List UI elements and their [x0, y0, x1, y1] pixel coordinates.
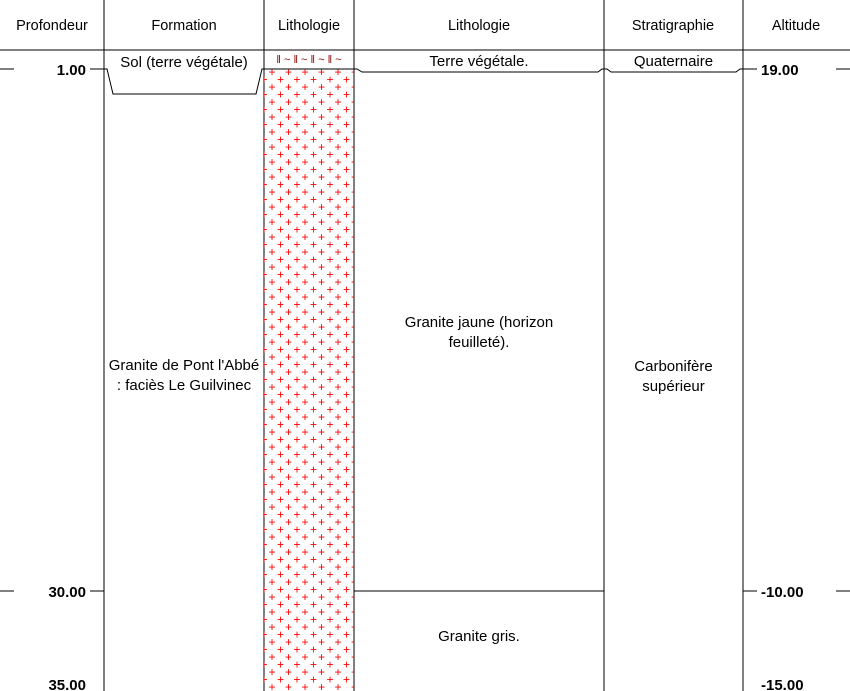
granite-pattern-fill — [264, 69, 354, 691]
lithology-soil-label: Terre végétale. — [429, 53, 529, 70]
stratigraphy-boundary — [604, 68, 743, 73]
lithology-granite-yellow-label: Granite jaune (horizon feuilleté). — [404, 314, 554, 351]
header-depth: Profondeur — [16, 18, 88, 34]
header-lithology: Lithologie — [448, 18, 510, 34]
depth-tick-label: 35.00 — [48, 677, 86, 691]
stratigraphy-quaternary-label: Quaternaire — [633, 53, 714, 70]
altitude-tick-label: -10.00 — [761, 584, 804, 601]
header-lithology-pattern: Lithologie — [278, 18, 340, 34]
lithology-granite-grey-label: Granite gris. — [438, 628, 520, 645]
formation-soil-boundary — [104, 68, 264, 95]
lithology-pattern-column: ‖ ~ ‖ ~ ‖ ~ ‖ ~ — [264, 54, 354, 691]
header-row: Profondeur Formation Lithologie Litholog… — [0, 18, 850, 51]
depth-tick-label: 30.00 — [48, 584, 86, 601]
lithology-soil-boundary — [354, 68, 604, 73]
formation-granite-label: Granite de Pont l'Abbé : faciès Le Guilv… — [108, 357, 260, 394]
header-stratigraphy: Stratigraphie — [632, 18, 714, 34]
altitude-tick-label: -15.00 — [761, 677, 804, 691]
soil-pattern-symbols: ‖ ~ ‖ ~ ‖ ~ ‖ ~ — [276, 54, 341, 66]
header-altitude: Altitude — [772, 18, 820, 34]
depth-axis: 1.00 30.00 35.00 — [0, 62, 104, 691]
header-formation: Formation — [151, 18, 216, 34]
altitude-tick-label: 19.00 — [761, 62, 799, 79]
stratigraphy-carboniferous-label: Carbonifère supérieur — [634, 358, 713, 395]
formation-soil-label: Sol (terre végétale) — [120, 54, 248, 71]
depth-tick-label: 1.00 — [57, 62, 86, 79]
altitude-axis: 19.00 -10.00 -15.00 — [743, 62, 850, 691]
